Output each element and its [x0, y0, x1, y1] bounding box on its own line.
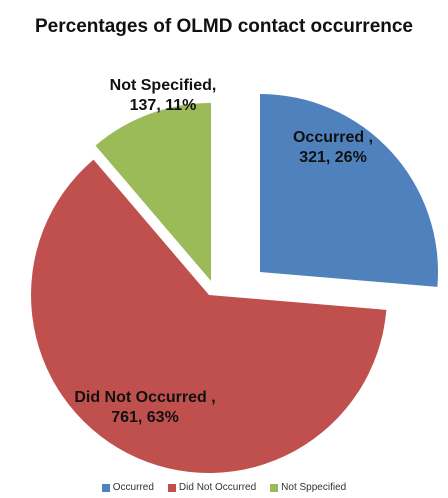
legend-swatch-occurred: [101, 483, 110, 492]
legend-label-occurred: Occurred: [112, 482, 154, 493]
legend-swatch-not-specified: [270, 483, 279, 492]
legend-item-not-specified: Not Sppecified: [270, 482, 346, 493]
slice-label-did-not-occurred-name: Did Not Occurred ,: [74, 389, 216, 406]
slice-label-did-not-occurred-value: 761, 63%: [111, 409, 179, 426]
legend-item-occurred: Occurred: [101, 482, 154, 493]
slice-label-occurred-name: Occurred ,: [292, 129, 374, 146]
slice-label-occurred: Occurred , 321, 26%: [268, 128, 398, 168]
legend-label-did-not-occurred: Did Not Occurred: [178, 482, 257, 493]
slice-label-occurred-value: 321, 26%: [299, 149, 367, 166]
slice-label-not-specified-value: 137, 11%: [129, 97, 197, 114]
legend-item-did-not-occurred: Did Not Occurred: [167, 482, 257, 493]
legend: Occurred Did Not Occurred Not Sppecified: [0, 482, 448, 493]
legend-swatch-did-not-occurred: [167, 483, 176, 492]
legend-label-not-specified: Not Sppecified: [281, 482, 347, 493]
slice-occurred: [260, 94, 439, 287]
slice-did-not-occurred: [31, 159, 387, 473]
chart-title: Percentages of OLMD contact occurrence: [35, 16, 413, 37]
slice-label-not-specified: Not Specified, 137, 11%: [88, 76, 238, 116]
slice-label-not-specified-name: Not Specified,: [109, 77, 217, 94]
slice-label-did-not-occurred: Did Not Occurred , 761, 63%: [40, 388, 250, 428]
slice-not-specified: [95, 103, 211, 281]
